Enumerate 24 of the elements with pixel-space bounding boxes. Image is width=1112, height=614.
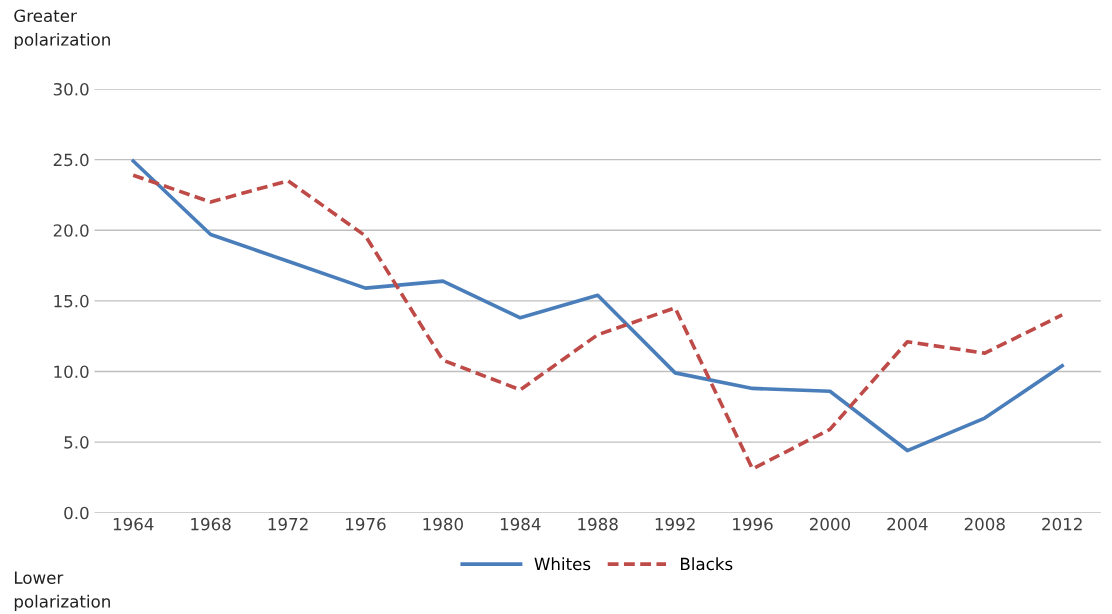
y-tick-label: 5.0 (64, 436, 89, 449)
y-tick-label: 0.0 (64, 506, 89, 520)
text: Lower polarization (14, 571, 110, 611)
x-tick-label: 1976 (346, 517, 386, 531)
y-tick-label: 30.0 (53, 82, 89, 96)
x-tick-label: 1992 (655, 517, 695, 531)
x-tick-label: 1996 (733, 517, 773, 531)
x-tick-label: 1988 (578, 517, 618, 531)
x-tick-label: 1968 (191, 517, 231, 531)
x-tick-label: 2000 (809, 517, 851, 531)
x-tick-label: 2008 (964, 517, 1005, 531)
x-tick-label: 1964 (113, 517, 154, 531)
x-tick-label: 1980 (423, 517, 463, 531)
legend-label: Blacks (681, 557, 733, 571)
y-tick-label: 25.0 (53, 153, 89, 167)
x-tick-label: 1972 (268, 517, 308, 531)
text: Greater polarization (14, 9, 110, 50)
x-tick-label: 2004 (887, 517, 928, 531)
x-tick-label: 2012 (1042, 517, 1082, 531)
legend-label: Whites (534, 557, 591, 571)
y-tick-label: 20.0 (53, 224, 89, 237)
y-tick-label: 10.0 (54, 365, 89, 379)
y-tick-label: 15.0 (54, 294, 89, 308)
x-tick-label: 1984 (500, 517, 541, 531)
